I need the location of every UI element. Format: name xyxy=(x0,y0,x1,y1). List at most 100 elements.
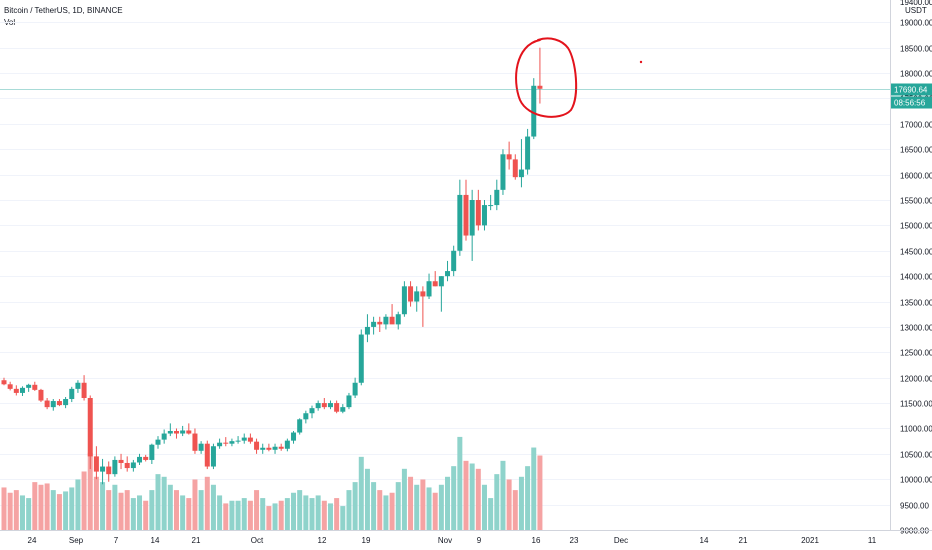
volume-bar xyxy=(241,498,247,530)
price-tick-label: 13000.00 xyxy=(900,324,932,333)
volume-bar xyxy=(217,495,223,530)
candle-body xyxy=(518,169,524,178)
price-tick-label: 16500.00 xyxy=(900,146,932,155)
price-axis[interactable]: 9000.009500.0010000.0010500.0011000.0011… xyxy=(0,0,932,536)
candle-body xyxy=(297,419,303,433)
candle-body xyxy=(254,441,260,450)
volume-bar xyxy=(161,476,167,530)
volume-bar xyxy=(266,506,272,530)
volume-bar xyxy=(130,498,136,530)
candle-body xyxy=(284,440,290,449)
volume-bar xyxy=(38,484,44,530)
volume-bar xyxy=(309,498,315,530)
volume-bar xyxy=(469,463,475,530)
volume-bar xyxy=(192,479,198,530)
volume-bar xyxy=(297,490,303,530)
volume-bar xyxy=(69,487,75,530)
countdown-tag xyxy=(891,96,932,109)
volume-bar xyxy=(488,498,494,530)
candle-body xyxy=(278,446,284,449)
volume-bar xyxy=(204,476,210,530)
volume-bar xyxy=(112,484,118,530)
candle-body xyxy=(488,205,494,207)
time-tick-label: 24 xyxy=(28,536,37,545)
price-tick-label: 19000.00 xyxy=(900,19,932,28)
candle-body xyxy=(340,407,346,412)
candle-body xyxy=(500,154,506,190)
volume-bar xyxy=(50,490,56,530)
time-tick-label: 21 xyxy=(739,536,748,545)
volume-bar xyxy=(272,503,278,530)
volume-bar xyxy=(87,452,93,530)
candle-body xyxy=(309,408,315,414)
volume-bar xyxy=(44,483,50,530)
time-tick-label: Dec xyxy=(614,536,628,545)
candle-body xyxy=(100,466,106,472)
candle-body xyxy=(106,466,112,475)
volume-bar xyxy=(81,471,87,530)
candle-body xyxy=(235,440,241,442)
volume-bar xyxy=(346,490,352,530)
volume-bar xyxy=(63,491,69,530)
price-tick-label: 12500.00 xyxy=(900,349,932,358)
last-price-label: 17690.64 xyxy=(894,86,928,95)
candle-body xyxy=(426,281,432,297)
candle-body xyxy=(315,403,321,409)
candle-body xyxy=(93,456,99,472)
volume-bar xyxy=(395,482,401,530)
volume-bar xyxy=(383,495,389,530)
candle-body xyxy=(217,442,223,447)
candle-body xyxy=(50,401,56,408)
time-tick-label: 11 xyxy=(868,536,877,545)
price-tick-label: 15000.00 xyxy=(900,222,932,231)
price-tick-label: 9500.00 xyxy=(900,502,929,511)
volume-bar xyxy=(315,495,321,530)
volume-bar xyxy=(531,447,537,530)
time-tick-label: 14 xyxy=(151,536,160,545)
volume-bar xyxy=(93,476,99,530)
candle-body xyxy=(438,276,444,287)
volume-bar xyxy=(401,468,407,530)
volume-bar xyxy=(494,474,500,530)
candle-body xyxy=(161,433,167,440)
candle-body xyxy=(334,403,340,412)
time-tick-label: Oct xyxy=(251,536,264,545)
candle-body xyxy=(512,159,518,178)
candle-body xyxy=(1,380,7,385)
price-tick-label: 12000.00 xyxy=(900,375,932,384)
candle-body xyxy=(247,437,253,442)
candle-body xyxy=(69,388,75,400)
candle-body xyxy=(475,200,481,226)
price-tick-label-top: 19400.00 xyxy=(900,0,932,7)
candle-body xyxy=(291,432,297,441)
volume-bar xyxy=(247,500,253,530)
volume-bar xyxy=(352,482,358,530)
candle-body xyxy=(204,443,210,467)
price-tick-label: 16000.00 xyxy=(900,172,932,181)
candle-body xyxy=(87,398,93,457)
volume-bar xyxy=(100,482,106,530)
time-tick-label: 19 xyxy=(362,536,371,545)
candle-body xyxy=(414,291,420,302)
volume-bar xyxy=(334,498,340,530)
candle-body xyxy=(38,389,44,401)
volume-bar xyxy=(56,494,62,530)
candle-body xyxy=(346,395,352,408)
volume-bar xyxy=(340,506,346,530)
volume-bar xyxy=(291,492,297,530)
time-axis[interactable]: 24 Sep 7 14 21 Oct 12 19 Nov 9 16 23 Dec 14 21 2021 11 xyxy=(0,530,932,546)
price-tick-label: 14000.00 xyxy=(900,273,932,282)
time-tick-label: 14 xyxy=(700,536,709,545)
volume-bar xyxy=(426,487,432,530)
volume-bar xyxy=(284,498,290,530)
volume-bar xyxy=(475,468,481,530)
candle-body xyxy=(463,194,469,236)
candle-body xyxy=(321,403,327,408)
volume-bar xyxy=(451,466,457,530)
candle-body xyxy=(469,200,475,236)
price-tick-label: 11000.00 xyxy=(900,425,932,434)
candle-body xyxy=(81,382,87,398)
candle-body xyxy=(149,444,155,460)
volume-bar xyxy=(254,490,260,530)
